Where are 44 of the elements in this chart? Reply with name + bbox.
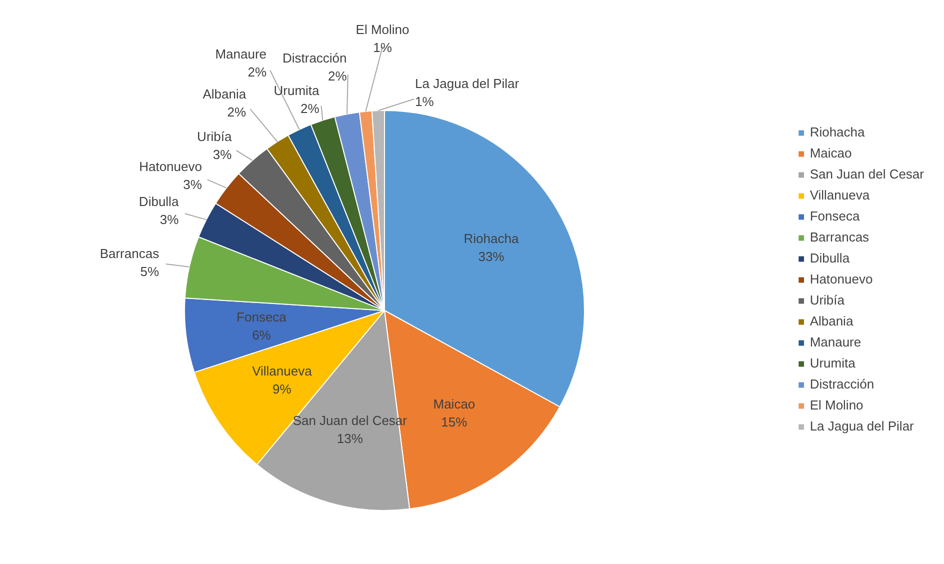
data-label: 3% bbox=[212, 146, 232, 162]
data-label: 1% bbox=[415, 94, 434, 109]
data-label: 3% bbox=[183, 177, 202, 192]
legend-label: Villanueva bbox=[810, 188, 870, 202]
legend-label: Urumita bbox=[810, 356, 856, 370]
legend-label: Dibulla bbox=[810, 250, 850, 266]
data-label: 33% bbox=[478, 248, 505, 264]
slice-label: Dibulla bbox=[138, 194, 180, 210]
slice-label: Villanueva bbox=[252, 364, 313, 379]
data-label: 13% bbox=[336, 431, 364, 446]
slice-label: Fonseca bbox=[236, 310, 288, 325]
data-label: 2% bbox=[328, 68, 348, 84]
legend-label: Albania bbox=[810, 314, 854, 328]
slice-label: La Jagua del Pilar bbox=[415, 76, 520, 91]
legend-label: San Juan del Cesar bbox=[810, 166, 924, 182]
legend-label: Fonseca bbox=[810, 208, 860, 224]
data-label: 15% bbox=[441, 414, 468, 430]
legend-label: Hatonuevo bbox=[810, 272, 873, 286]
slice-label: Maicao bbox=[433, 396, 476, 412]
data-label: 6% bbox=[252, 328, 272, 343]
slice-label: Urumita bbox=[274, 82, 320, 98]
legend-label: Distracción bbox=[810, 376, 874, 392]
slice-label: Albania bbox=[202, 86, 247, 102]
data-label: 2% bbox=[227, 104, 247, 120]
legend-label: Uribía bbox=[810, 292, 844, 308]
legend-label: El Molino bbox=[810, 398, 864, 412]
legend-label: Manaure bbox=[810, 334, 862, 350]
slice-label: Riohacha bbox=[464, 230, 520, 246]
data-label: 5% bbox=[140, 264, 160, 280]
slice-label: Hatonuevo bbox=[139, 159, 202, 174]
slice-label: Uribía bbox=[197, 128, 233, 144]
slice-label: El Molino bbox=[356, 22, 410, 38]
legend-label: Maicao bbox=[810, 146, 852, 160]
slice-label: Manaure bbox=[215, 46, 267, 62]
slice-label: Distracción bbox=[282, 50, 347, 66]
legend-label: Barrancas bbox=[810, 230, 870, 244]
data-label: 1% bbox=[373, 40, 392, 56]
data-label: 9% bbox=[272, 382, 292, 397]
legend-label: La Jagua del Pilar bbox=[810, 418, 914, 434]
data-label: 2% bbox=[248, 64, 267, 80]
data-label: 2% bbox=[300, 100, 320, 116]
slice-label: Barrancas bbox=[100, 246, 160, 262]
data-label: 3% bbox=[160, 212, 180, 228]
legend-label: Riohacha bbox=[810, 124, 865, 140]
